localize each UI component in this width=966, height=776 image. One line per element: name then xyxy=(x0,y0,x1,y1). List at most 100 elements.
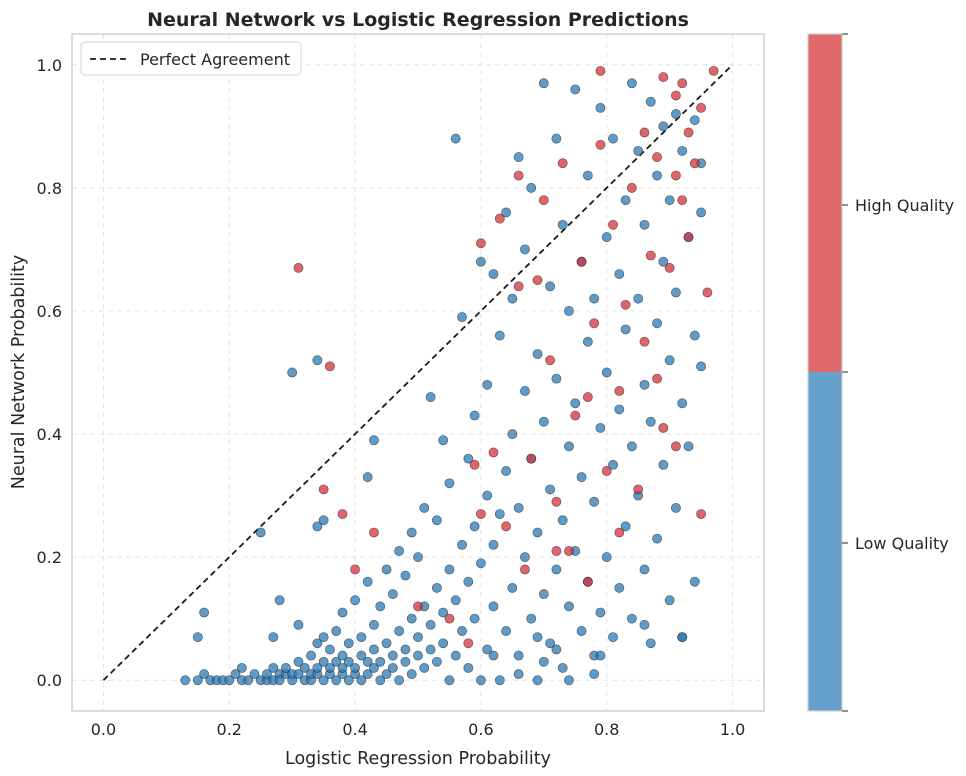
high-quality-point xyxy=(532,275,543,286)
low-quality-point xyxy=(274,675,285,686)
low-quality-point xyxy=(645,96,656,107)
low-quality-point xyxy=(582,336,593,347)
low-quality-point xyxy=(626,613,637,624)
low-quality-point xyxy=(312,355,323,366)
low-quality-point xyxy=(532,632,543,643)
low-quality-point xyxy=(689,330,700,341)
high-quality-point xyxy=(551,546,562,556)
low-quality-point xyxy=(469,613,480,624)
low-quality-point xyxy=(362,472,373,483)
low-quality-point xyxy=(419,502,430,513)
plot-frame xyxy=(71,33,765,712)
low-quality-point xyxy=(501,207,512,218)
high-quality-point xyxy=(652,373,663,384)
low-quality-point xyxy=(519,552,530,563)
high-quality-point xyxy=(582,576,593,587)
low-quality-point xyxy=(375,656,386,667)
high-quality-point xyxy=(626,182,637,193)
low-quality-point xyxy=(444,564,455,575)
high-quality-point xyxy=(620,299,631,310)
low-quality-point xyxy=(463,576,474,587)
low-quality-point xyxy=(545,638,556,649)
low-quality-point xyxy=(331,626,342,636)
low-quality-point xyxy=(652,533,663,544)
low-quality-point xyxy=(387,662,398,673)
colorbar-low-quality-segment xyxy=(808,372,842,711)
low-quality-point xyxy=(293,669,304,680)
high-quality-point xyxy=(696,509,707,520)
low-quality-point xyxy=(324,644,335,655)
low-quality-point xyxy=(564,306,574,316)
high-quality-point xyxy=(582,392,593,403)
low-quality-point xyxy=(608,459,618,470)
low-quality-point xyxy=(431,582,442,593)
low-quality-point xyxy=(413,632,423,643)
low-quality-point xyxy=(362,656,373,667)
low-quality-point xyxy=(639,564,650,575)
low-quality-point xyxy=(375,675,386,686)
low-quality-point xyxy=(557,219,568,230)
low-quality-point xyxy=(287,367,298,378)
high-quality-point xyxy=(337,509,348,520)
high-quality-point xyxy=(463,638,474,649)
low-quality-point xyxy=(343,638,354,649)
low-quality-point xyxy=(293,619,304,630)
high-quality-point xyxy=(324,361,335,372)
low-quality-point xyxy=(482,644,493,655)
low-quality-point xyxy=(614,404,625,415)
low-quality-point xyxy=(689,576,700,587)
high-quality-point xyxy=(664,262,675,273)
low-quality-point xyxy=(526,182,537,193)
low-quality-point xyxy=(513,669,524,680)
low-quality-points xyxy=(180,78,707,686)
y-tick-label: 0.4 xyxy=(37,425,62,444)
high-quality-point xyxy=(475,238,486,249)
high-quality-point xyxy=(677,78,688,89)
low-quality-point xyxy=(318,632,329,643)
low-quality-point xyxy=(664,355,675,366)
low-quality-point xyxy=(614,582,625,593)
low-quality-point xyxy=(482,490,493,501)
low-quality-point xyxy=(268,662,279,673)
low-quality-point xyxy=(545,484,556,495)
low-quality-point xyxy=(293,656,304,667)
high-quality-point xyxy=(545,355,556,366)
low-quality-point xyxy=(639,219,650,230)
low-quality-point xyxy=(664,595,675,606)
low-quality-point xyxy=(343,675,354,686)
low-quality-point xyxy=(243,675,254,686)
high-quality-point xyxy=(551,496,562,507)
low-quality-point xyxy=(475,558,486,569)
low-quality-point xyxy=(457,626,467,636)
low-quality-point xyxy=(513,502,524,513)
low-quality-point xyxy=(457,539,467,550)
low-quality-point xyxy=(337,662,348,673)
low-quality-point xyxy=(626,78,637,89)
high-quality-point xyxy=(369,527,379,538)
low-quality-point xyxy=(513,650,524,661)
low-quality-point xyxy=(312,521,323,532)
low-quality-point xyxy=(343,656,354,667)
legend: Perfect Agreement xyxy=(80,41,302,76)
low-quality-point xyxy=(677,632,688,643)
low-quality-point xyxy=(362,669,373,680)
low-quality-point xyxy=(262,669,272,680)
low-quality-point xyxy=(658,121,669,132)
low-quality-point xyxy=(501,466,512,476)
low-quality-point xyxy=(475,675,486,686)
low-quality-point xyxy=(589,496,600,507)
low-quality-point xyxy=(564,675,574,686)
low-quality-point xyxy=(362,576,373,587)
high-quality-point xyxy=(469,459,480,470)
low-quality-point xyxy=(532,527,543,538)
low-quality-point xyxy=(318,515,329,526)
y-tick-label: 0.8 xyxy=(37,179,62,198)
low-quality-point xyxy=(677,398,688,409)
low-quality-point xyxy=(595,422,606,433)
low-quality-point xyxy=(381,564,392,575)
y-tick-label: 0.6 xyxy=(37,302,62,321)
low-quality-point xyxy=(595,607,606,618)
low-quality-point xyxy=(318,656,329,667)
low-quality-point xyxy=(677,145,688,156)
low-quality-point xyxy=(444,478,455,489)
